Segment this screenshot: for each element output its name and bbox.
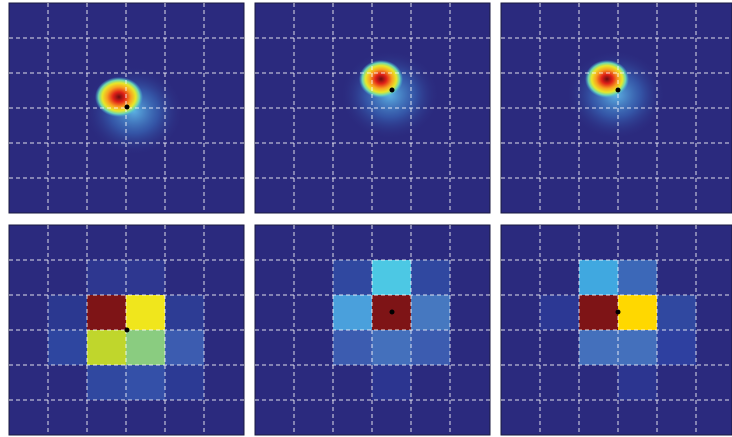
cells [48, 260, 204, 400]
grid-panel [500, 224, 732, 436]
cells [333, 260, 450, 400]
heatmap-panel [500, 2, 732, 214]
marker [615, 87, 621, 93]
marker [615, 309, 621, 315]
cells [540, 260, 696, 400]
grid-panel [254, 224, 491, 436]
heatmap-panel [254, 2, 491, 214]
marker [124, 104, 130, 110]
grid-panel [8, 224, 245, 436]
marker [124, 327, 130, 333]
heatmap-panel [8, 2, 245, 214]
marker [389, 87, 395, 93]
marker [389, 309, 395, 315]
